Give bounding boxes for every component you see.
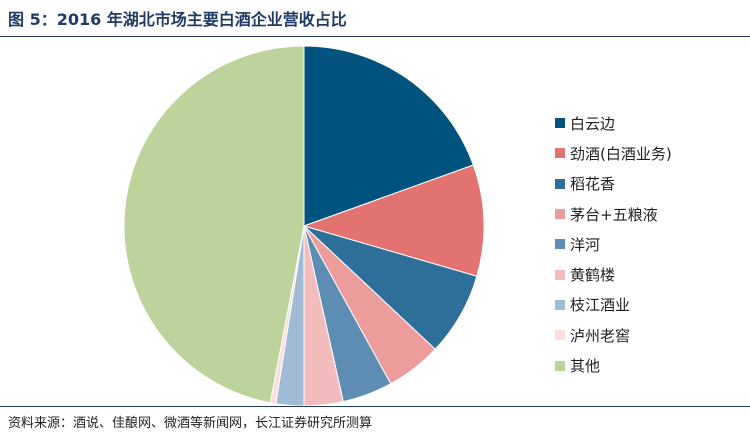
chart-title: 图 5：2016 年湖北市场主要白酒企业营收占比 xyxy=(8,10,347,29)
legend-item-6: 枝江酒业 xyxy=(555,290,672,320)
legend-item-0: 白云边 xyxy=(555,108,672,138)
legend-label: 洋河 xyxy=(570,235,601,254)
legend-swatch xyxy=(555,239,565,250)
pie-slice-1 xyxy=(302,164,485,277)
legend-label: 稻花香 xyxy=(570,175,616,194)
legend-label: 劲酒(白酒业务) xyxy=(570,144,672,163)
legend-swatch xyxy=(555,209,565,220)
legend-label: 白云边 xyxy=(570,114,616,133)
legend-item-3: 茅台+五粮液 xyxy=(555,199,672,229)
source-note: 资料来源：酒说、佳酿网、微酒等新闻网，长江证券研究所测算 xyxy=(8,416,373,431)
legend-label: 茅台+五粮液 xyxy=(570,205,658,224)
legend-item-4: 洋河 xyxy=(555,229,672,259)
legend-swatch xyxy=(555,148,565,159)
pie-slice-8 xyxy=(123,45,305,404)
legend-label: 其他 xyxy=(570,357,601,376)
legend-item-2: 稻花香 xyxy=(555,169,672,199)
legend-swatch xyxy=(555,269,565,280)
legend-swatch xyxy=(555,178,565,189)
chart-legend: 白云边劲酒(白酒业务) 稻花香茅台+五粮液 洋河黄鹤楼枝江酒业泸州老窖其他 xyxy=(555,108,672,381)
legend-swatch xyxy=(555,299,565,310)
legend-swatch xyxy=(555,360,565,371)
source-divider xyxy=(0,406,750,407)
legend-item-8: 其他 xyxy=(555,350,672,380)
legend-label: 泸州老窖 xyxy=(570,326,631,345)
legend-swatch xyxy=(555,330,565,341)
pie-slice-0 xyxy=(303,45,474,227)
legend-swatch xyxy=(555,118,565,129)
legend-item-7: 泸州老窖 xyxy=(555,320,672,350)
legend-item-1: 劲酒(白酒业务) xyxy=(555,138,672,168)
legend-label: 枝江酒业 xyxy=(570,296,631,315)
legend-label: 黄鹤楼 xyxy=(570,266,616,285)
title-divider xyxy=(0,36,750,37)
legend-item-5: 黄鹤楼 xyxy=(555,259,672,289)
